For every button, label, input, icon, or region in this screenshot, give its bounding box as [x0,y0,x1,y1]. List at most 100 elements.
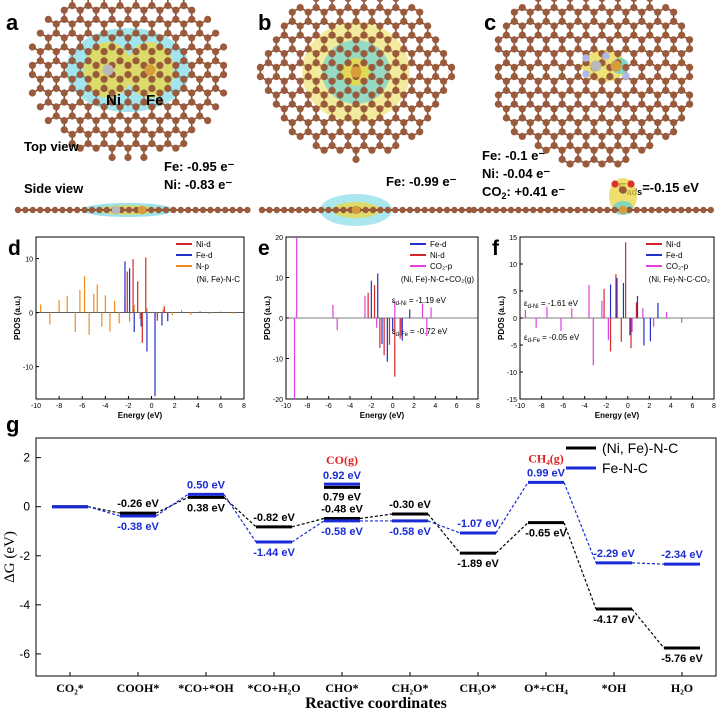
carbon-atom [196,112,204,120]
carbon-atom [84,112,92,120]
carbon-atom [542,45,550,53]
carbon-atom [288,8,296,16]
carbon-atom [424,22,432,30]
carbon-atom [204,117,212,125]
carbon-atom [510,100,518,108]
carbon-atom [424,77,432,85]
carbon-atom [188,126,196,134]
energy-label: -1.07 eV [457,518,499,530]
carbon-atom [320,17,328,25]
y-tick-label: -10 [23,365,33,372]
carbon-atom [432,100,440,108]
carbon-atom [614,22,622,30]
carbon-atom [376,31,384,39]
x-tick-label: 4 [196,403,200,410]
carbon-atom [558,155,566,163]
carbon-atom [132,2,140,10]
y-axis-label: ΔG (eV) [2,531,18,583]
carbon-atom [408,4,416,12]
carbon-atom [558,8,566,16]
carbon-atom [416,63,424,71]
carbon-atom [124,34,132,42]
carbon-atom [510,73,518,81]
carbon-atom [542,91,550,99]
carbon-atom [100,130,108,138]
carbon-atom [534,4,542,12]
gas-energy-label: 0.92 eV [323,470,362,482]
carbon-atom [320,36,328,44]
panel-b-side-structure [258,194,473,226]
carbon-atom [582,142,590,150]
carbon-atom [368,73,376,81]
carbon-atom [376,86,384,94]
fe-atom [144,64,156,76]
carbon-atom [502,22,510,30]
carbon-atom [534,59,542,67]
carbon-atom [678,86,686,94]
carbon-atom [424,50,432,58]
carbon-atom [116,2,124,10]
carbon-atom [582,22,590,30]
carbon-atom [574,73,582,81]
gas-energy-label: 0.79 eV [323,491,362,503]
carbon-atom [162,206,170,214]
carbon-atom [534,114,542,122]
top-view-label: Top view [24,139,80,154]
carbon-atom [368,128,376,136]
carbon-atom [510,63,518,71]
carbon-atom [678,22,686,30]
carbon-atom [590,73,598,81]
carbon-atom [614,86,622,94]
carbon-atom [392,0,400,2]
legend-entry: Ni-d [196,240,211,249]
carbon-atom [280,31,288,39]
carbon-atom [264,86,272,94]
epsilon-d-ni: εd-Ni = -1.19 eV [392,296,447,307]
carbon-atom [180,112,188,120]
carbon-atom [196,20,204,28]
carbon-atom [566,59,574,67]
carbon-atom [590,36,598,44]
x-tick-label: COOH* [117,681,160,695]
x-tick-label: O*+CH₄ [524,681,568,695]
carbon-atom [542,100,550,108]
carbon-atom [384,119,392,127]
carbon-atom [192,206,199,214]
connector [223,496,257,528]
carbon-atom [76,15,84,23]
carbon-atom [384,146,392,154]
series-CO₂-p [524,285,683,366]
carbon-atom [196,84,204,92]
carbon-atom [622,146,630,154]
carbon-atom [304,36,312,44]
carbon-atom [124,15,132,23]
x-tick-label: CHO* [325,681,358,695]
carbon-atom [340,206,347,214]
carbon-atom [678,206,685,214]
connector [291,520,325,543]
carbon-atom [124,6,132,14]
carbon-atom [360,4,368,12]
carbon-atom [68,103,76,111]
carbon-atom [288,128,296,136]
carbon-atom [320,128,328,136]
carbon-atom [502,31,510,39]
carbon-atom [622,128,630,136]
carbon-atom [582,160,590,168]
carbon-atom [264,77,272,85]
carbon-atom [288,63,296,71]
x-axis-label: Reactive coordinates [305,695,447,712]
carbon-atom [28,89,36,97]
x-tick-label: 4 [433,403,437,410]
carbon-atom [220,61,228,69]
y-tick-label: 0 [279,316,283,323]
carbon-atom [582,114,590,122]
carbon-atom [352,119,360,127]
carbon-atom [598,105,606,113]
carbon-atom [172,89,180,97]
carbon-atom [132,20,140,28]
carbon-atom [510,17,518,25]
carbon-atom [344,4,352,12]
carbon-atom [304,128,312,136]
carbon-atom [296,50,304,58]
